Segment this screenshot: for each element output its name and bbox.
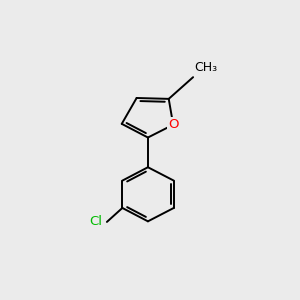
Text: O: O	[168, 118, 178, 131]
Text: CH₃: CH₃	[195, 61, 218, 74]
Text: Cl: Cl	[89, 215, 102, 228]
